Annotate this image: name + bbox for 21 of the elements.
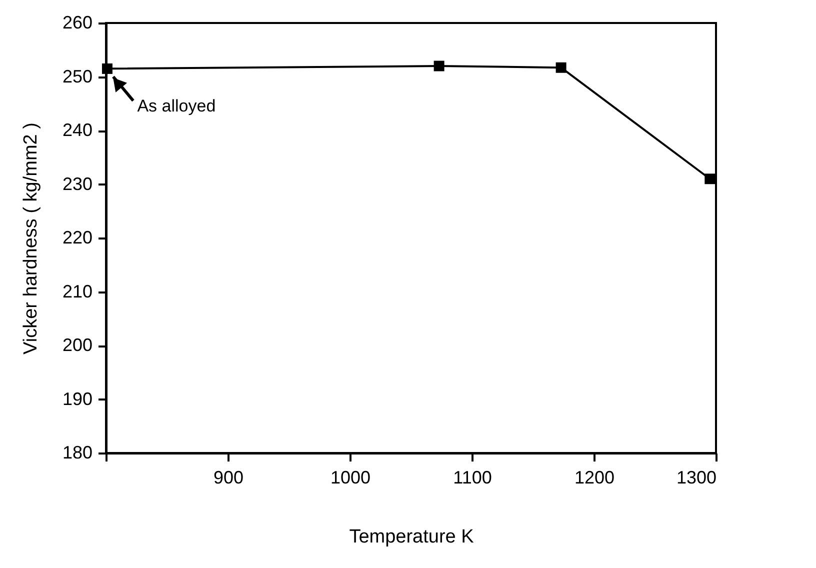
y-tick-label: 190 <box>62 388 92 409</box>
y-tick-label: 250 <box>62 66 92 86</box>
y-tick-label: 230 <box>62 174 92 194</box>
x-tick-label: 1100 <box>453 468 492 488</box>
point <box>102 63 112 74</box>
point <box>556 62 566 73</box>
point <box>434 60 444 72</box>
y-tick-label: 240 <box>62 120 92 140</box>
annotation: As alloyed <box>137 96 216 116</box>
y-tick-label: 260 <box>62 12 92 32</box>
y-tick-label: 180 <box>62 442 92 462</box>
y-tick-label: 210 <box>62 281 92 302</box>
y-tick-label: 200 <box>62 335 92 355</box>
x-axis-title: Temperature K <box>349 526 474 548</box>
y-axis-title: Vicker hardness ( kg/mm2 ) <box>20 122 42 354</box>
x-tick-label: 1300 <box>676 468 716 488</box>
y-tick-label: 220 <box>62 228 92 248</box>
point <box>704 174 716 184</box>
x-tick-label: 1200 <box>574 468 615 488</box>
x-tick-label: 900 <box>213 468 244 488</box>
x-tick-label: 1000 <box>330 468 371 488</box>
